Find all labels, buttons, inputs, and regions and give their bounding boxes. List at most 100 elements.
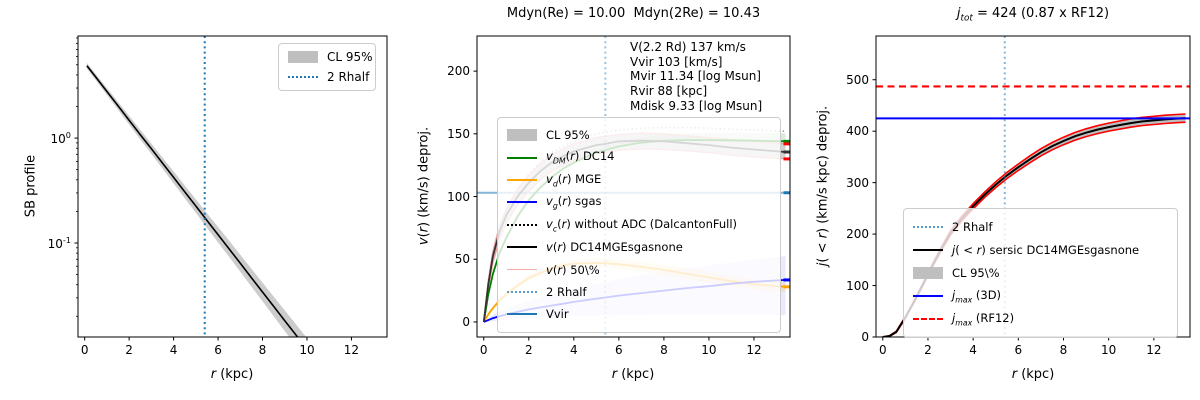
legend-entry-two-rhalf: 2 Rhalf xyxy=(279,67,375,87)
line-swatch-vc-no-adc xyxy=(507,223,537,226)
axes-spines xyxy=(77,35,388,338)
x-tick-label: 2 xyxy=(924,343,932,357)
middle-y-axis-label: v(r) (km/s) deproj. xyxy=(416,126,432,246)
left-x-axis-label: r (kpc) xyxy=(210,367,254,382)
legend-entry-v-total: v(r) DC14MGEsgasnone xyxy=(498,236,780,258)
legend-entry-cl95: CL 95% xyxy=(498,124,780,146)
sb-profile-line xyxy=(86,65,299,337)
legend-label-v-total: v(r) DC14MGEsgasnone xyxy=(546,240,683,255)
middle-x-axis-label: r (kpc) xyxy=(611,367,655,382)
cl95-band xyxy=(882,114,1186,337)
legend-label-vdm-dc14: vDM(r) DC14 xyxy=(546,149,615,166)
annotation-line: Mdisk 9.33 [log Msun] xyxy=(630,98,763,113)
x-tick-label: 0 xyxy=(878,343,887,357)
y-tick-label: 400 xyxy=(846,124,869,139)
line-swatch-jmax-3d xyxy=(913,295,943,298)
middle-panel-title: Mdyn(Re) = 10.00 Mdyn(2Re) = 10.43 xyxy=(506,6,761,21)
legend-label-jmax-rf12: jmax (RF12) xyxy=(952,311,1015,328)
x-tick-label: 12 xyxy=(1146,343,1162,357)
y-tick-label: 10-1 xyxy=(47,234,71,251)
annotation-line: V(2.2 Rd) 137 km/s xyxy=(630,40,746,54)
x-tick-label: 2 xyxy=(125,343,133,357)
x-tick-label: 4 xyxy=(569,343,578,357)
line-swatch-jmax-rf12 xyxy=(913,318,943,321)
line-swatch-v-total xyxy=(507,246,537,249)
legend-entry-two-rhalf: 2 Rhalf xyxy=(498,281,780,303)
right-y-axis-label: j( < r) (km/s kpc) deproj. xyxy=(815,105,831,267)
y-tick-label: 150 xyxy=(447,126,470,141)
axes-spines xyxy=(476,35,791,338)
y-tick-label: 200 xyxy=(447,64,470,79)
legend-entry-v50: v(r) 50\% xyxy=(498,258,780,280)
legend-entry-vdm-dc14: vDM(r) DC14 xyxy=(498,146,780,168)
legend-label-cl95: CL 95\% xyxy=(952,265,1000,280)
x-tick-label: 6 xyxy=(615,343,623,357)
x-tick-label: 4 xyxy=(169,343,178,357)
x-tick-label: 8 xyxy=(258,343,267,357)
sb-profile-legend: CL 95% 2 Rhalf xyxy=(278,43,376,91)
line-swatch-vdisk-mge xyxy=(507,178,537,181)
legend-label-vc-no-adc: vc(r) without ADC (DalcantonFull) xyxy=(546,216,738,233)
annotation-line: Mvir 11.34 [log Msun] xyxy=(630,69,761,84)
x-tick-label: 0 xyxy=(479,343,488,357)
legend-label-cl95: CL 95% xyxy=(327,50,373,64)
legend-label-vvir: Vvir xyxy=(546,307,569,322)
legend-entry-cl95: CL 95% xyxy=(279,47,375,67)
right-x-axis-label: r (kpc) xyxy=(1011,367,1055,382)
legend-label-two-rhalf: 2 Rhalf xyxy=(952,219,993,234)
y-tick-label: 500 xyxy=(846,72,869,87)
x-tick-label: 12 xyxy=(746,343,762,357)
line-swatch-vgas-sgas xyxy=(507,201,537,204)
annotation-line: Vvir 103 [km/s] xyxy=(630,54,723,69)
x-tick-label: 8 xyxy=(660,343,668,357)
x-tick-label: 2 xyxy=(524,343,533,357)
x-tick-label: 10 xyxy=(701,343,717,357)
annotation-line: Rvir 88 [kpc] xyxy=(630,84,708,99)
right-panel-title: jtot = 424 (0.87 x RF12) xyxy=(956,6,1110,24)
legend-label-jmax-3d: jmax (3D) xyxy=(952,288,1002,305)
legend-entry-jmax-3d: jmax (3D) xyxy=(904,285,1177,308)
x-tick-label: 12 xyxy=(343,343,360,357)
y-tick-label: 300 xyxy=(846,175,869,190)
x-tick-label: 6 xyxy=(1014,343,1023,357)
patch-swatch-cl95 xyxy=(288,51,318,63)
x-tick-label: 0 xyxy=(80,343,89,357)
y-tick-label: 100 xyxy=(447,189,470,204)
legend-entry-vgas-sgas: vg(r) sgas xyxy=(498,191,780,213)
legend-label-v50: v(r) 50\% xyxy=(546,262,600,277)
legend-entry-vc-no-adc: vc(r) without ADC (DalcantonFull) xyxy=(498,214,780,236)
x-tick-label: 10 xyxy=(1101,343,1117,357)
legend-entry-vdisk-mge: vd(r) MGE xyxy=(498,169,780,191)
left-y-axis-label: SB profile xyxy=(23,154,39,218)
legend-label-vgas-sgas: vg(r) sgas xyxy=(546,194,602,211)
line-swatch-two-rhalf xyxy=(913,225,943,228)
legend-label-j-sersic: j( < r) sersic DC14MGEsgasnone xyxy=(952,242,1140,257)
legend-label-vdisk-mge: vd(r) MGE xyxy=(546,171,602,189)
y-tick-label: 100 xyxy=(50,130,71,147)
velocity-profiles-legend: CL 95% vDM(r) DC14 vd(r) MGE vg(r) sgas vc(r… xyxy=(497,117,781,333)
line-swatch-vvir xyxy=(507,313,537,316)
legend-entry-jmax-rf12: jmax (RF12) xyxy=(904,308,1177,331)
legend-entry-two-rhalf: 2 Rhalf xyxy=(904,215,1177,238)
line-swatch-two-rhalf xyxy=(288,76,318,78)
line-swatch-vdm-dc14 xyxy=(507,156,537,159)
angular-momentum-legend: 2 Rhalf j( < r) sersic DC14MGEsgasnone CL … xyxy=(903,208,1178,338)
y-tick-label: 0 xyxy=(462,314,470,329)
x-tick-label: 6 xyxy=(214,343,222,357)
x-tick-label: 10 xyxy=(299,343,315,357)
legend-entry-vvir: Vvir xyxy=(498,303,780,325)
line-swatch-j-sersic xyxy=(913,248,943,251)
legend-label-two-rhalf: 2 Rhalf xyxy=(546,284,587,299)
legend-label-cl95: CL 95% xyxy=(546,128,590,143)
legend-entry-cl95: CL 95\% xyxy=(904,261,1177,284)
sb-profile-panel xyxy=(74,35,388,341)
patch-swatch-cl95 xyxy=(913,266,943,279)
y-tick-label: 100 xyxy=(846,278,869,293)
x-tick-label: 4 xyxy=(969,343,977,357)
y-tick-label: 200 xyxy=(846,227,869,242)
line-swatch-v50 xyxy=(507,269,537,271)
legend-entry-j-sersic: j( < r) sersic DC14MGEsgasnone xyxy=(904,238,1177,261)
legend-label-two-rhalf: 2 Rhalf xyxy=(327,70,370,84)
line-swatch-two-rhalf xyxy=(507,290,537,293)
